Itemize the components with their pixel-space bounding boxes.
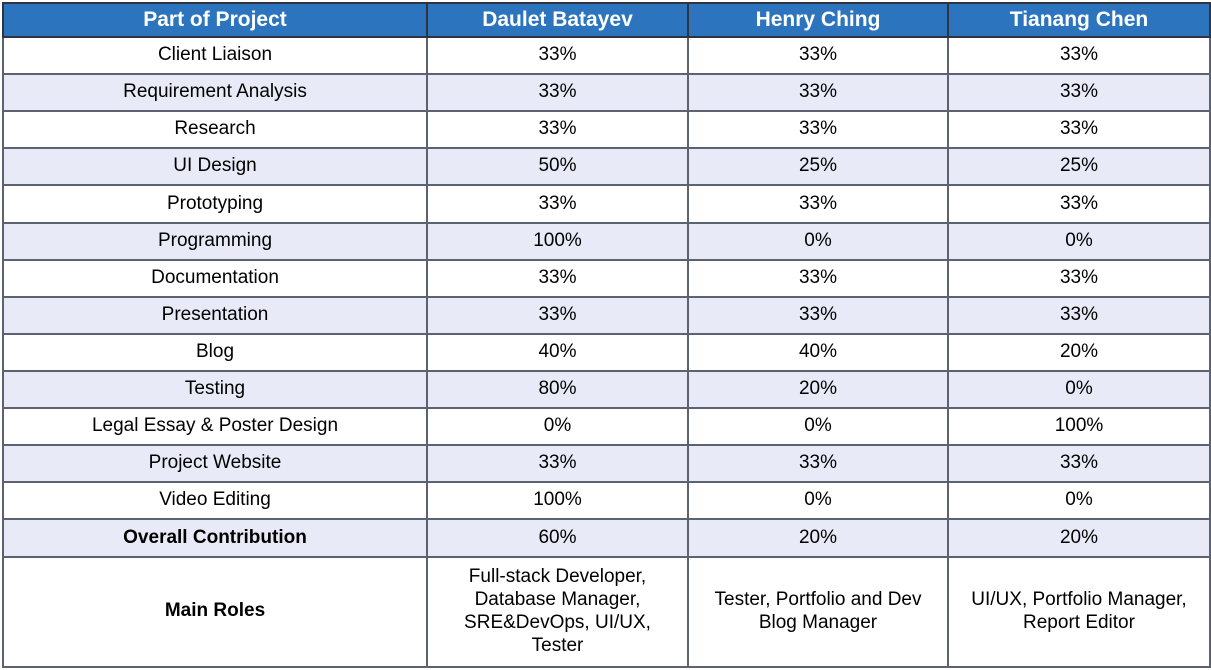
cell-value: 33% bbox=[426, 258, 689, 298]
cell-value: 33% bbox=[426, 73, 689, 113]
cell-value: 33% bbox=[947, 184, 1211, 224]
cell-value: 40% bbox=[687, 332, 949, 372]
cell-value: 33% bbox=[687, 295, 949, 335]
cell-part-label: Research bbox=[2, 110, 428, 150]
table-row-overall-contribution: Overall Contribution 60% 20% 20% bbox=[2, 518, 1211, 558]
cell-value: 0% bbox=[687, 481, 949, 521]
cell-value: 0% bbox=[947, 221, 1211, 261]
cell-value: 33% bbox=[426, 444, 689, 484]
cell-part-label: UI Design bbox=[2, 147, 428, 187]
cell-value: 33% bbox=[426, 110, 689, 150]
cell-value: 80% bbox=[426, 369, 689, 410]
cell-roles-henry: Tester, Portfolio and Dev Blog Manager bbox=[687, 555, 949, 669]
table-row-main-roles: Main Roles Full-stack Developer, Databas… bbox=[2, 555, 1211, 669]
cell-part-label: Testing bbox=[2, 369, 428, 410]
cell-part-label: Documentation bbox=[2, 258, 428, 298]
table-row-testing: Testing 80% 20% 0% bbox=[2, 369, 1211, 410]
column-header-tianang-chen: Tianang Chen bbox=[947, 2, 1211, 38]
cell-part-label: Blog bbox=[2, 332, 428, 372]
cell-part-label: Overall Contribution bbox=[2, 518, 428, 558]
table-row-video-editing: Video Editing 100% 0% 0% bbox=[2, 481, 1211, 521]
cell-value: 20% bbox=[947, 518, 1211, 558]
table-row-project-website: Project Website 33% 33% 33% bbox=[2, 444, 1211, 484]
cell-part-label: Requirement Analysis bbox=[2, 73, 428, 113]
cell-value: 40% bbox=[426, 332, 689, 372]
cell-value: 33% bbox=[947, 73, 1211, 113]
cell-value: 50% bbox=[426, 147, 689, 187]
cell-value: 33% bbox=[947, 444, 1211, 484]
cell-value: 33% bbox=[947, 258, 1211, 298]
cell-value: 33% bbox=[687, 73, 949, 113]
cell-value: 33% bbox=[426, 184, 689, 224]
header-row: Part of Project Daulet Batayev Henry Chi… bbox=[2, 2, 1211, 38]
table-row-legal-essay-poster-design: Legal Essay & Poster Design 0% 0% 100% bbox=[2, 407, 1211, 447]
cell-part-label: Project Website bbox=[2, 444, 428, 484]
table-row-research: Research 33% 33% 33% bbox=[2, 110, 1211, 150]
cell-part-label: Video Editing bbox=[2, 481, 428, 521]
cell-part-label: Main Roles bbox=[2, 555, 428, 669]
cell-value: 33% bbox=[687, 184, 949, 224]
cell-value: 33% bbox=[687, 444, 949, 484]
cell-value: 60% bbox=[426, 518, 689, 558]
table-row-blog: Blog 40% 40% 20% bbox=[2, 332, 1211, 372]
cell-roles-daulet: Full-stack Developer, Database Manager, … bbox=[426, 555, 689, 669]
cell-value: 100% bbox=[426, 481, 689, 521]
cell-value: 33% bbox=[947, 295, 1211, 335]
cell-value: 0% bbox=[687, 407, 949, 447]
cell-value: 25% bbox=[687, 147, 949, 187]
cell-part-label: Programming bbox=[2, 221, 428, 261]
cell-value: 33% bbox=[687, 35, 949, 76]
cell-value: 33% bbox=[426, 35, 689, 76]
cell-value: 100% bbox=[426, 221, 689, 261]
table-row-presentation: Presentation 33% 33% 33% bbox=[2, 295, 1211, 335]
column-header-daulet-batayev: Daulet Batayev bbox=[426, 2, 689, 38]
table-row-prototyping: Prototyping 33% 33% 33% bbox=[2, 184, 1211, 224]
cell-value: 0% bbox=[687, 221, 949, 261]
table-row-client-liaison: Client Liaison 33% 33% 33% bbox=[2, 35, 1211, 76]
table-row-ui-design: UI Design 50% 25% 25% bbox=[2, 147, 1211, 187]
cell-value: 33% bbox=[687, 110, 949, 150]
cell-value: 100% bbox=[947, 407, 1211, 447]
cell-value: 20% bbox=[687, 369, 949, 410]
cell-value: 0% bbox=[947, 369, 1211, 410]
cell-part-label: Prototyping bbox=[2, 184, 428, 224]
table-row-programming: Programming 100% 0% 0% bbox=[2, 221, 1211, 261]
cell-part-label: Legal Essay & Poster Design bbox=[2, 407, 428, 447]
cell-value: 20% bbox=[687, 518, 949, 558]
cell-value: 33% bbox=[426, 295, 689, 335]
cell-value: 33% bbox=[947, 110, 1211, 150]
cell-value: 25% bbox=[947, 147, 1211, 187]
table-row-documentation: Documentation 33% 33% 33% bbox=[2, 258, 1211, 298]
column-header-part-of-project: Part of Project bbox=[2, 2, 428, 38]
cell-value: 0% bbox=[947, 481, 1211, 521]
cell-part-label: Presentation bbox=[2, 295, 428, 335]
cell-value: 33% bbox=[687, 258, 949, 298]
cell-part-label: Client Liaison bbox=[2, 35, 428, 76]
cell-roles-tianang: UI/UX, Portfolio Manager, Report Editor bbox=[947, 555, 1211, 669]
column-header-henry-ching: Henry Ching bbox=[687, 2, 949, 38]
cell-value: 20% bbox=[947, 332, 1211, 372]
table-row-requirement-analysis: Requirement Analysis 33% 33% 33% bbox=[2, 73, 1211, 113]
cell-value: 33% bbox=[947, 35, 1211, 76]
cell-value: 0% bbox=[426, 407, 689, 447]
